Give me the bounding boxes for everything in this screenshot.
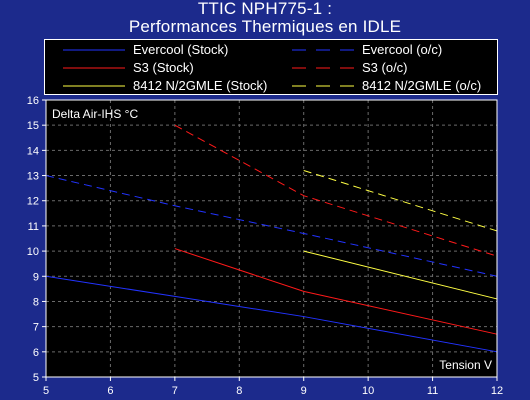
- x-tick-label: 9: [301, 385, 307, 397]
- series-line-3: [174, 248, 498, 335]
- y-tick-label: 10: [27, 246, 39, 258]
- legend-label: S3 (Stock): [133, 60, 194, 75]
- y-tick-label: 7: [33, 322, 39, 334]
- legend: Evercool (Stock) Evercool (o/c) S3 (Stock)…: [44, 39, 498, 95]
- grid: [46, 100, 497, 377]
- legend-item-4: S3 (o/c): [292, 59, 408, 76]
- legend-swatch: [63, 85, 125, 86]
- chart-title: TTIC NPH775-1 : Performances Thermiques …: [0, 0, 530, 36]
- legend-label: Evercool (o/c): [362, 42, 443, 57]
- x-tick-label: 5: [43, 385, 49, 397]
- series-line-5: [303, 250, 498, 300]
- x-axis-label: Tension V: [439, 358, 492, 372]
- legend-swatch: [292, 85, 354, 86]
- legend-swatch: [63, 49, 125, 50]
- legend-item-1: Evercool (Stock): [63, 41, 228, 58]
- y-tick-label: 11: [28, 221, 39, 233]
- y-tick-label: 14: [27, 145, 39, 157]
- legend-item-3: S3 (Stock): [63, 59, 194, 76]
- x-tick-label: 11: [427, 385, 438, 397]
- series-line-2: [45, 175, 498, 277]
- chart-title-line-1: TTIC NPH775-1 :: [197, 0, 333, 18]
- legend-item-6: 8412 N/2GMLE (o/c): [292, 77, 481, 94]
- series-line-1: [45, 275, 498, 353]
- chart-title-line-2: Performances Thermiques en IDLE: [128, 17, 402, 36]
- legend-swatch: [292, 67, 354, 68]
- legend-item-2: Evercool (o/c): [292, 41, 442, 58]
- legend-label: 8412 N/2GMLE (Stock): [133, 78, 268, 93]
- legend-swatch: [63, 67, 125, 68]
- axis-ticks: 5 6 7 8 9 10 11 12 13 14 15 16 5 6 7 8 9 10 11 12: [27, 95, 503, 397]
- y-tick-label: 13: [27, 171, 39, 183]
- x-tick-label: 7: [172, 385, 178, 397]
- series-line-4: [174, 124, 498, 257]
- legend-label: Evercool (Stock): [133, 42, 229, 57]
- x-tick-label: 8: [236, 385, 242, 397]
- legend-item-5: 8412 N/2GMLE (Stock): [63, 77, 267, 94]
- plot-frame: [45, 99, 498, 378]
- y-tick-label: 15: [27, 120, 39, 132]
- y-axis-label: Delta Air-IHS °C: [52, 107, 138, 121]
- series-lines: [45, 124, 498, 353]
- y-tick-label: 6: [33, 347, 39, 359]
- x-tick-label: 10: [362, 385, 374, 397]
- series-line-6: [303, 170, 498, 232]
- y-tick-label: 16: [27, 95, 39, 107]
- x-tick-label: 6: [107, 385, 113, 397]
- legend-label: S3 (o/c): [362, 60, 408, 75]
- y-tick-label: 9: [33, 271, 39, 283]
- legend-swatch: [292, 49, 354, 50]
- y-tick-label: 8: [33, 296, 39, 308]
- y-tick-label: 5: [33, 372, 39, 384]
- legend-label: 8412 N/2GMLE (o/c): [362, 78, 482, 93]
- y-tick-label: 12: [27, 196, 39, 208]
- x-tick-label: 12: [491, 385, 503, 397]
- plot-area: [46, 100, 497, 377]
